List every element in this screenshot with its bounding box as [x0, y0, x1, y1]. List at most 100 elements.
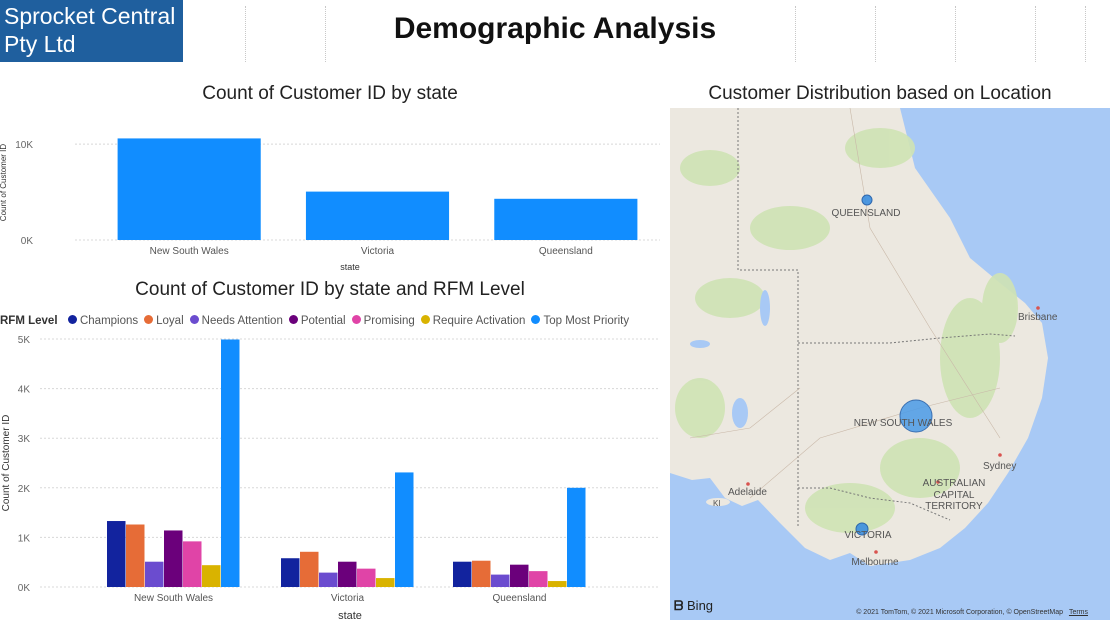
y-axis-label: Count of Customer ID [1, 415, 12, 512]
company-logo: Sprocket Central Pty Ltd [0, 0, 183, 62]
y-tick-label: 4K [18, 385, 31, 396]
x-tick-label: New South Wales [150, 246, 229, 257]
chart2-legend: RFM Level Champions Loyal Needs Attention P… [0, 311, 629, 329]
bar [183, 541, 202, 587]
bar [357, 568, 376, 587]
x-tick-label: Queensland [539, 246, 593, 257]
terms-link[interactable]: Terms [1068, 609, 1088, 616]
divider [1035, 6, 1036, 62]
bar [453, 561, 472, 587]
bar [221, 339, 240, 587]
state-count-visual[interactable]: Count of Customer ID by state 0K 10K New S… [0, 80, 660, 275]
bar [395, 472, 414, 587]
state-borders [737, 108, 1016, 528]
y-axis-label: Count of Customer ID [0, 144, 8, 222]
x-tick-label: Victoria [331, 593, 365, 604]
chart1-plot: 0K 10K New South Wales Victoria Queensland st… [0, 138, 660, 272]
bubble-nsw [899, 399, 933, 433]
label-act-1: AUSTRALIAN [923, 478, 986, 489]
label-queensland: QUEENSLAND [832, 208, 901, 219]
attribution-text: © 2021 TomTom, © 2021 Microsoft Corporat… [856, 609, 1063, 616]
bar [510, 564, 529, 587]
label-victoria: VICTORIA [844, 530, 891, 541]
label-sydney: Sydney [983, 461, 1016, 472]
bubble-queensland [861, 194, 873, 206]
y-tick-label: 5K [18, 335, 31, 346]
legend-label: Loyal [156, 315, 184, 327]
company-name: Sprocket Central Pty Ltd [4, 3, 176, 57]
legend-item[interactable]: Top Most Priority [531, 315, 629, 327]
map-canvas: QUEENSLAND Brisbane NEW SOUTH WALES Sydn… [670, 108, 1058, 568]
x-tick-label: Queensland [493, 593, 547, 604]
roads [689, 108, 1001, 499]
bar [305, 191, 450, 240]
legend-title: RFM Level [0, 315, 58, 327]
x-tick-label: New South Wales [134, 593, 213, 604]
legend-item[interactable]: Loyal [144, 315, 184, 327]
bar [117, 138, 261, 240]
y-tick-label: 10K [15, 140, 33, 151]
legend-item[interactable]: Promising [351, 315, 415, 327]
city-markers [746, 306, 1040, 554]
legend-item[interactable]: Potential [288, 315, 346, 327]
legend-item[interactable]: Needs Attention [189, 315, 283, 327]
legend-label: Champions [79, 315, 139, 327]
map-title: Customer Distribution based on Location [708, 83, 1052, 104]
map-vegetation [675, 128, 1018, 533]
label-act-3: TERRITORY [925, 501, 983, 512]
bar [548, 581, 567, 587]
y-tick-label: 0K [18, 583, 31, 594]
bar [126, 524, 145, 587]
legend-item[interactable]: Require Activation [420, 315, 525, 327]
label-ki: KI [713, 499, 721, 508]
x-axis-label: state [340, 262, 360, 272]
map-provider: ᗷ Bing [674, 598, 713, 614]
divider [245, 6, 246, 62]
legend-swatch [351, 315, 361, 324]
bubble-victoria [855, 522, 869, 536]
bing-icon: ᗷ [674, 598, 684, 613]
legend-swatch [144, 315, 154, 324]
divider [1085, 6, 1086, 62]
legend-swatch [189, 315, 199, 324]
bar [529, 571, 548, 587]
legend-label: Potential [300, 315, 346, 327]
bar [472, 560, 491, 587]
chart2-plot: 0K 1K 2K 3K 4K 5K New South Wales Victoria Queen… [1, 335, 660, 622]
legend-label: Promising [363, 315, 415, 327]
divider [795, 6, 796, 62]
y-tick-label: 1K [18, 533, 31, 544]
bar [567, 487, 586, 587]
label-adelaide: Adelaide [728, 487, 767, 498]
legend-swatch [288, 315, 298, 324]
y-tick-label: 3K [18, 434, 31, 445]
bar [494, 198, 638, 240]
label-brisbane: Brisbane [1018, 312, 1058, 323]
bar [164, 530, 183, 587]
bar [281, 558, 300, 587]
legend-swatch [67, 315, 77, 324]
chart1-title: Count of Customer ID by state [202, 83, 458, 104]
bar [491, 574, 510, 587]
label-nsw: NEW SOUTH WALES [854, 418, 953, 429]
bar [319, 572, 338, 587]
state-rfm-visual[interactable]: Count of Customer ID by state and RFM Le… [0, 276, 660, 624]
bar [338, 561, 357, 587]
map-attribution: © 2021 TomTom, © 2021 Microsoft Corporat… [856, 609, 1088, 616]
customer-map[interactable]: QUEENSLAND Brisbane NEW SOUTH WALES Sydn… [670, 108, 1110, 620]
bar [376, 578, 395, 587]
legend-swatch [420, 315, 430, 324]
legend-item[interactable]: Champions [67, 315, 139, 327]
divider [955, 6, 956, 62]
bar [202, 565, 221, 587]
kangaroo-island [706, 498, 730, 506]
divider [875, 6, 876, 62]
legend-label: Needs Attention [201, 315, 283, 327]
map-lakes [690, 290, 770, 428]
label-act-2: CAPITAL [934, 490, 975, 501]
y-tick-label: 2K [18, 484, 31, 495]
bar [145, 561, 164, 587]
legend-swatch [531, 315, 541, 324]
bar [300, 551, 319, 587]
legend-label: Top Most Priority [543, 315, 630, 327]
